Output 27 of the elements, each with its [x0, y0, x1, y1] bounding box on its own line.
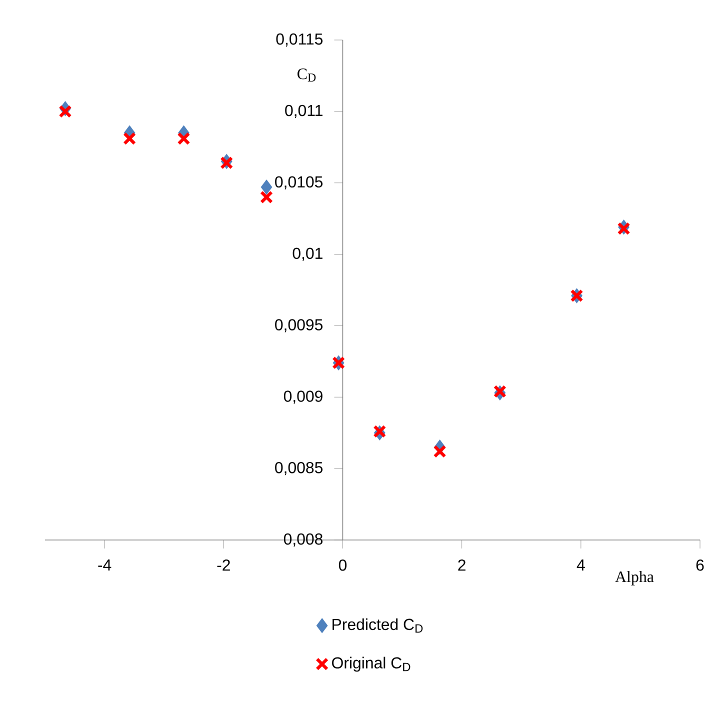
y-axis-title: C$_{D}$: [298, 68, 316, 82]
x-tick-label: -2: [217, 560, 230, 571]
legend-label: Predicted C$_{D}$: [332, 618, 423, 633]
point: [493, 384, 506, 398]
x-tick-label: 0: [338, 560, 347, 571]
y-tick-label: 0,009: [284, 390, 322, 404]
point: [260, 190, 274, 204]
y-tick-label: 0,0085: [275, 462, 323, 476]
legend-label: Original C$_{D}$: [332, 656, 410, 672]
point: [58, 104, 72, 118]
x-tick-label: -4: [98, 560, 112, 570]
point: [123, 132, 136, 146]
point: [617, 222, 630, 236]
y-tick-label: 0,008: [284, 533, 322, 547]
y-tick-label: 0,0115: [276, 33, 323, 47]
point: [433, 444, 446, 458]
x-tick-label: 4: [576, 560, 585, 570]
y-tick-label: 0,0105: [275, 176, 323, 190]
point: [260, 180, 272, 195]
y-tick-label: 0,011: [285, 104, 322, 118]
x-tick-label: 2: [458, 560, 466, 571]
x-tick-label: 6: [696, 560, 704, 571]
point: [177, 132, 190, 146]
y-tick-label: 0,01: [292, 248, 322, 261]
y-tick-label: 0,0095: [275, 319, 323, 332]
x-axis-title: Alpha: [615, 570, 654, 586]
point: [373, 424, 386, 438]
